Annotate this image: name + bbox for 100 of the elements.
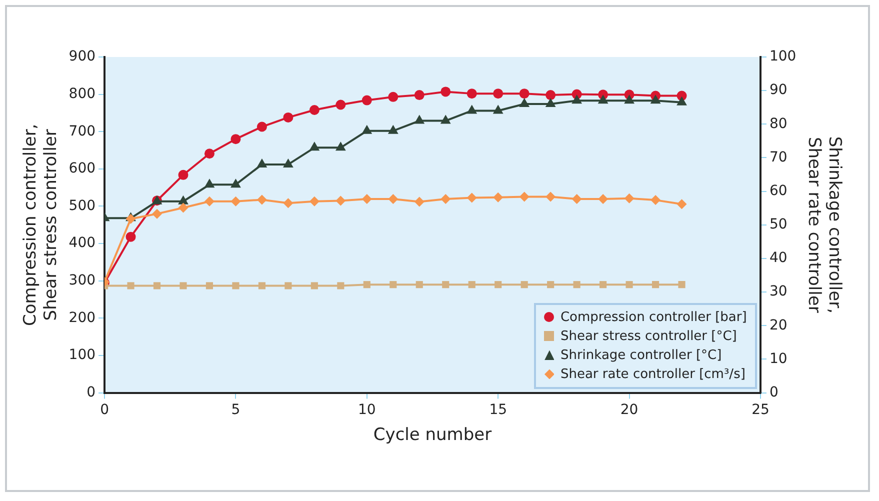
- y2-tick-label: 70: [769, 149, 788, 166]
- y2-tick-label: 60: [769, 182, 788, 199]
- point: [153, 282, 161, 290]
- point: [310, 282, 318, 290]
- point: [598, 194, 608, 204]
- point: [519, 88, 530, 99]
- legend-label: Compression controller [bar]: [560, 310, 747, 325]
- point: [206, 282, 214, 290]
- y-tick-label: 800: [68, 86, 96, 102]
- point: [204, 178, 215, 188]
- y2-tick-label: 30: [769, 284, 788, 300]
- point: [230, 196, 241, 206]
- point: [362, 124, 372, 134]
- x-tick-label: 20: [620, 402, 638, 418]
- point: [624, 94, 634, 104]
- y-tick-label: 900: [68, 48, 96, 65]
- point: [416, 281, 423, 288]
- point: [547, 281, 554, 288]
- point: [676, 199, 687, 210]
- point: [230, 134, 241, 144]
- point: [335, 142, 346, 151]
- point: [126, 214, 136, 224]
- point: [204, 196, 214, 206]
- point: [256, 194, 267, 205]
- point: [546, 90, 556, 100]
- point: [598, 94, 608, 104]
- point: [519, 192, 530, 202]
- point: [258, 282, 266, 290]
- point: [626, 281, 633, 288]
- y2-tick-label: 80: [769, 116, 788, 132]
- x-tick-label: 10: [358, 402, 376, 418]
- point: [126, 232, 136, 242]
- y-tick-label: 0: [86, 384, 96, 400]
- point: [440, 194, 451, 204]
- y-tick-label: 600: [68, 160, 96, 177]
- point: [468, 281, 476, 288]
- point: [390, 281, 397, 288]
- point: [492, 104, 504, 114]
- point: [309, 104, 320, 115]
- point: [442, 281, 450, 288]
- y2-tick-label: 10: [769, 350, 788, 367]
- point: [494, 281, 502, 288]
- y-tick-label: 200: [68, 310, 96, 326]
- y-tick-label: 300: [68, 272, 96, 289]
- y2-tick-label: 50: [769, 216, 788, 233]
- point: [440, 86, 451, 97]
- point: [414, 196, 424, 207]
- point: [337, 282, 344, 290]
- y2-tick-label: 100: [769, 48, 796, 65]
- point: [362, 194, 372, 204]
- point: [546, 192, 556, 202]
- y-tick-label: 100: [68, 347, 96, 364]
- point: [519, 98, 530, 108]
- point: [466, 104, 478, 114]
- point: [572, 194, 582, 204]
- point: [178, 202, 188, 213]
- point: [336, 196, 346, 206]
- point: [388, 194, 398, 204]
- point: [363, 281, 370, 288]
- y2-tick-label: 0: [769, 384, 778, 400]
- x-axis-title: Cycle number: [373, 425, 492, 446]
- point: [678, 281, 686, 288]
- y2-tick-label: 90: [769, 82, 788, 98]
- point: [466, 192, 477, 203]
- y-tick-label: 700: [68, 123, 96, 140]
- point: [283, 112, 294, 122]
- y2-tick-label: 20: [769, 317, 788, 334]
- point: [284, 282, 292, 290]
- point: [545, 98, 556, 108]
- point: [283, 198, 294, 208]
- y2-tick-label: 40: [769, 250, 788, 266]
- point: [152, 208, 162, 219]
- x-tick-label: 5: [231, 402, 240, 418]
- point: [466, 88, 477, 99]
- point: [676, 96, 687, 106]
- point: [440, 114, 451, 124]
- point: [414, 90, 424, 100]
- point: [282, 158, 294, 168]
- point: [362, 95, 372, 106]
- point: [493, 192, 504, 202]
- point: [178, 170, 188, 180]
- point: [414, 114, 425, 124]
- point: [388, 92, 398, 102]
- point: [573, 281, 580, 288]
- x-tick-label: 25: [752, 402, 770, 418]
- point: [180, 282, 187, 290]
- point: [336, 100, 346, 110]
- x-tick-label: 0: [100, 402, 109, 418]
- point: [127, 282, 134, 290]
- point: [650, 195, 661, 206]
- point: [520, 281, 528, 288]
- legend-label: Shrinkage controller [°C]: [560, 348, 722, 363]
- y-axis-title: Compression controller, Shear stress controller: [20, 124, 62, 326]
- y2-axis-title: Shrinkage controller, Shear rate controller: [804, 136, 844, 314]
- y-tick-label: 500: [68, 198, 96, 214]
- point: [256, 158, 268, 168]
- legend-label: Shear stress controller [°C]: [560, 328, 737, 344]
- point: [256, 122, 267, 132]
- point: [309, 196, 320, 206]
- point: [232, 282, 240, 290]
